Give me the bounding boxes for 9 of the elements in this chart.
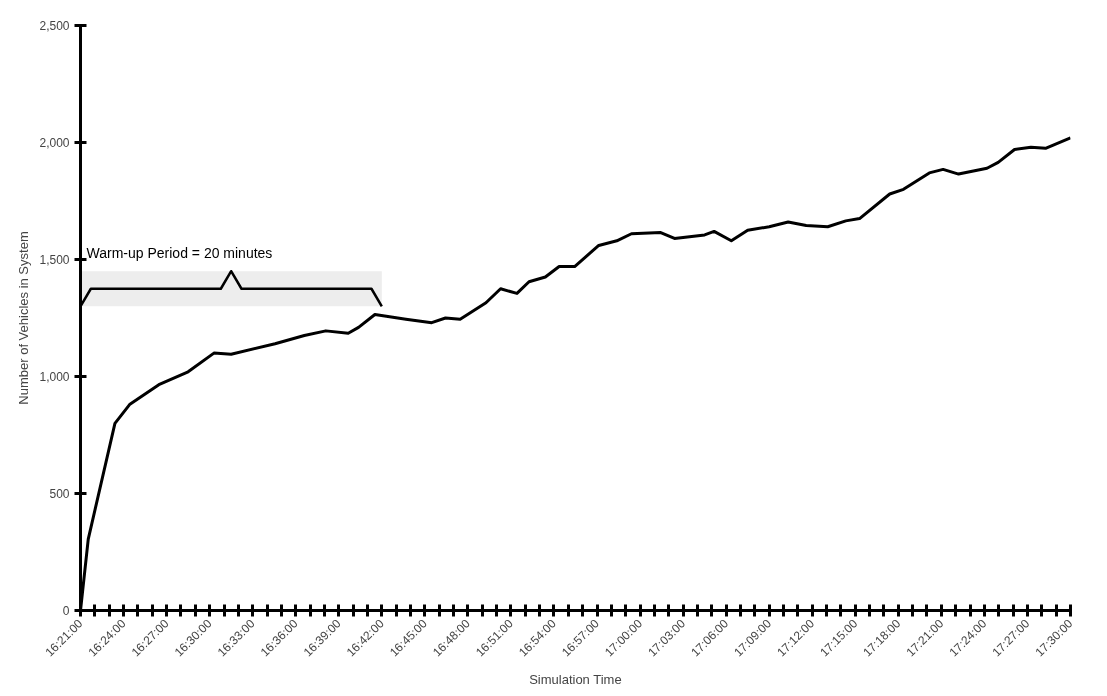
y-tick-label: 1,500 [39, 253, 70, 267]
y-tick-label: 2,000 [39, 136, 70, 150]
y-tick-label: 0 [62, 604, 70, 618]
y-tick-label: 500 [49, 487, 70, 501]
band-label: Warm-up Period = 20 minutes [86, 244, 273, 261]
y-tick-label: 2,500 [39, 19, 70, 33]
y-tick-label: 1,000 [39, 370, 70, 384]
y-axis-title: Number of Vehicles in System [16, 231, 32, 405]
x-axis-title: Simulation Time [529, 672, 622, 688]
